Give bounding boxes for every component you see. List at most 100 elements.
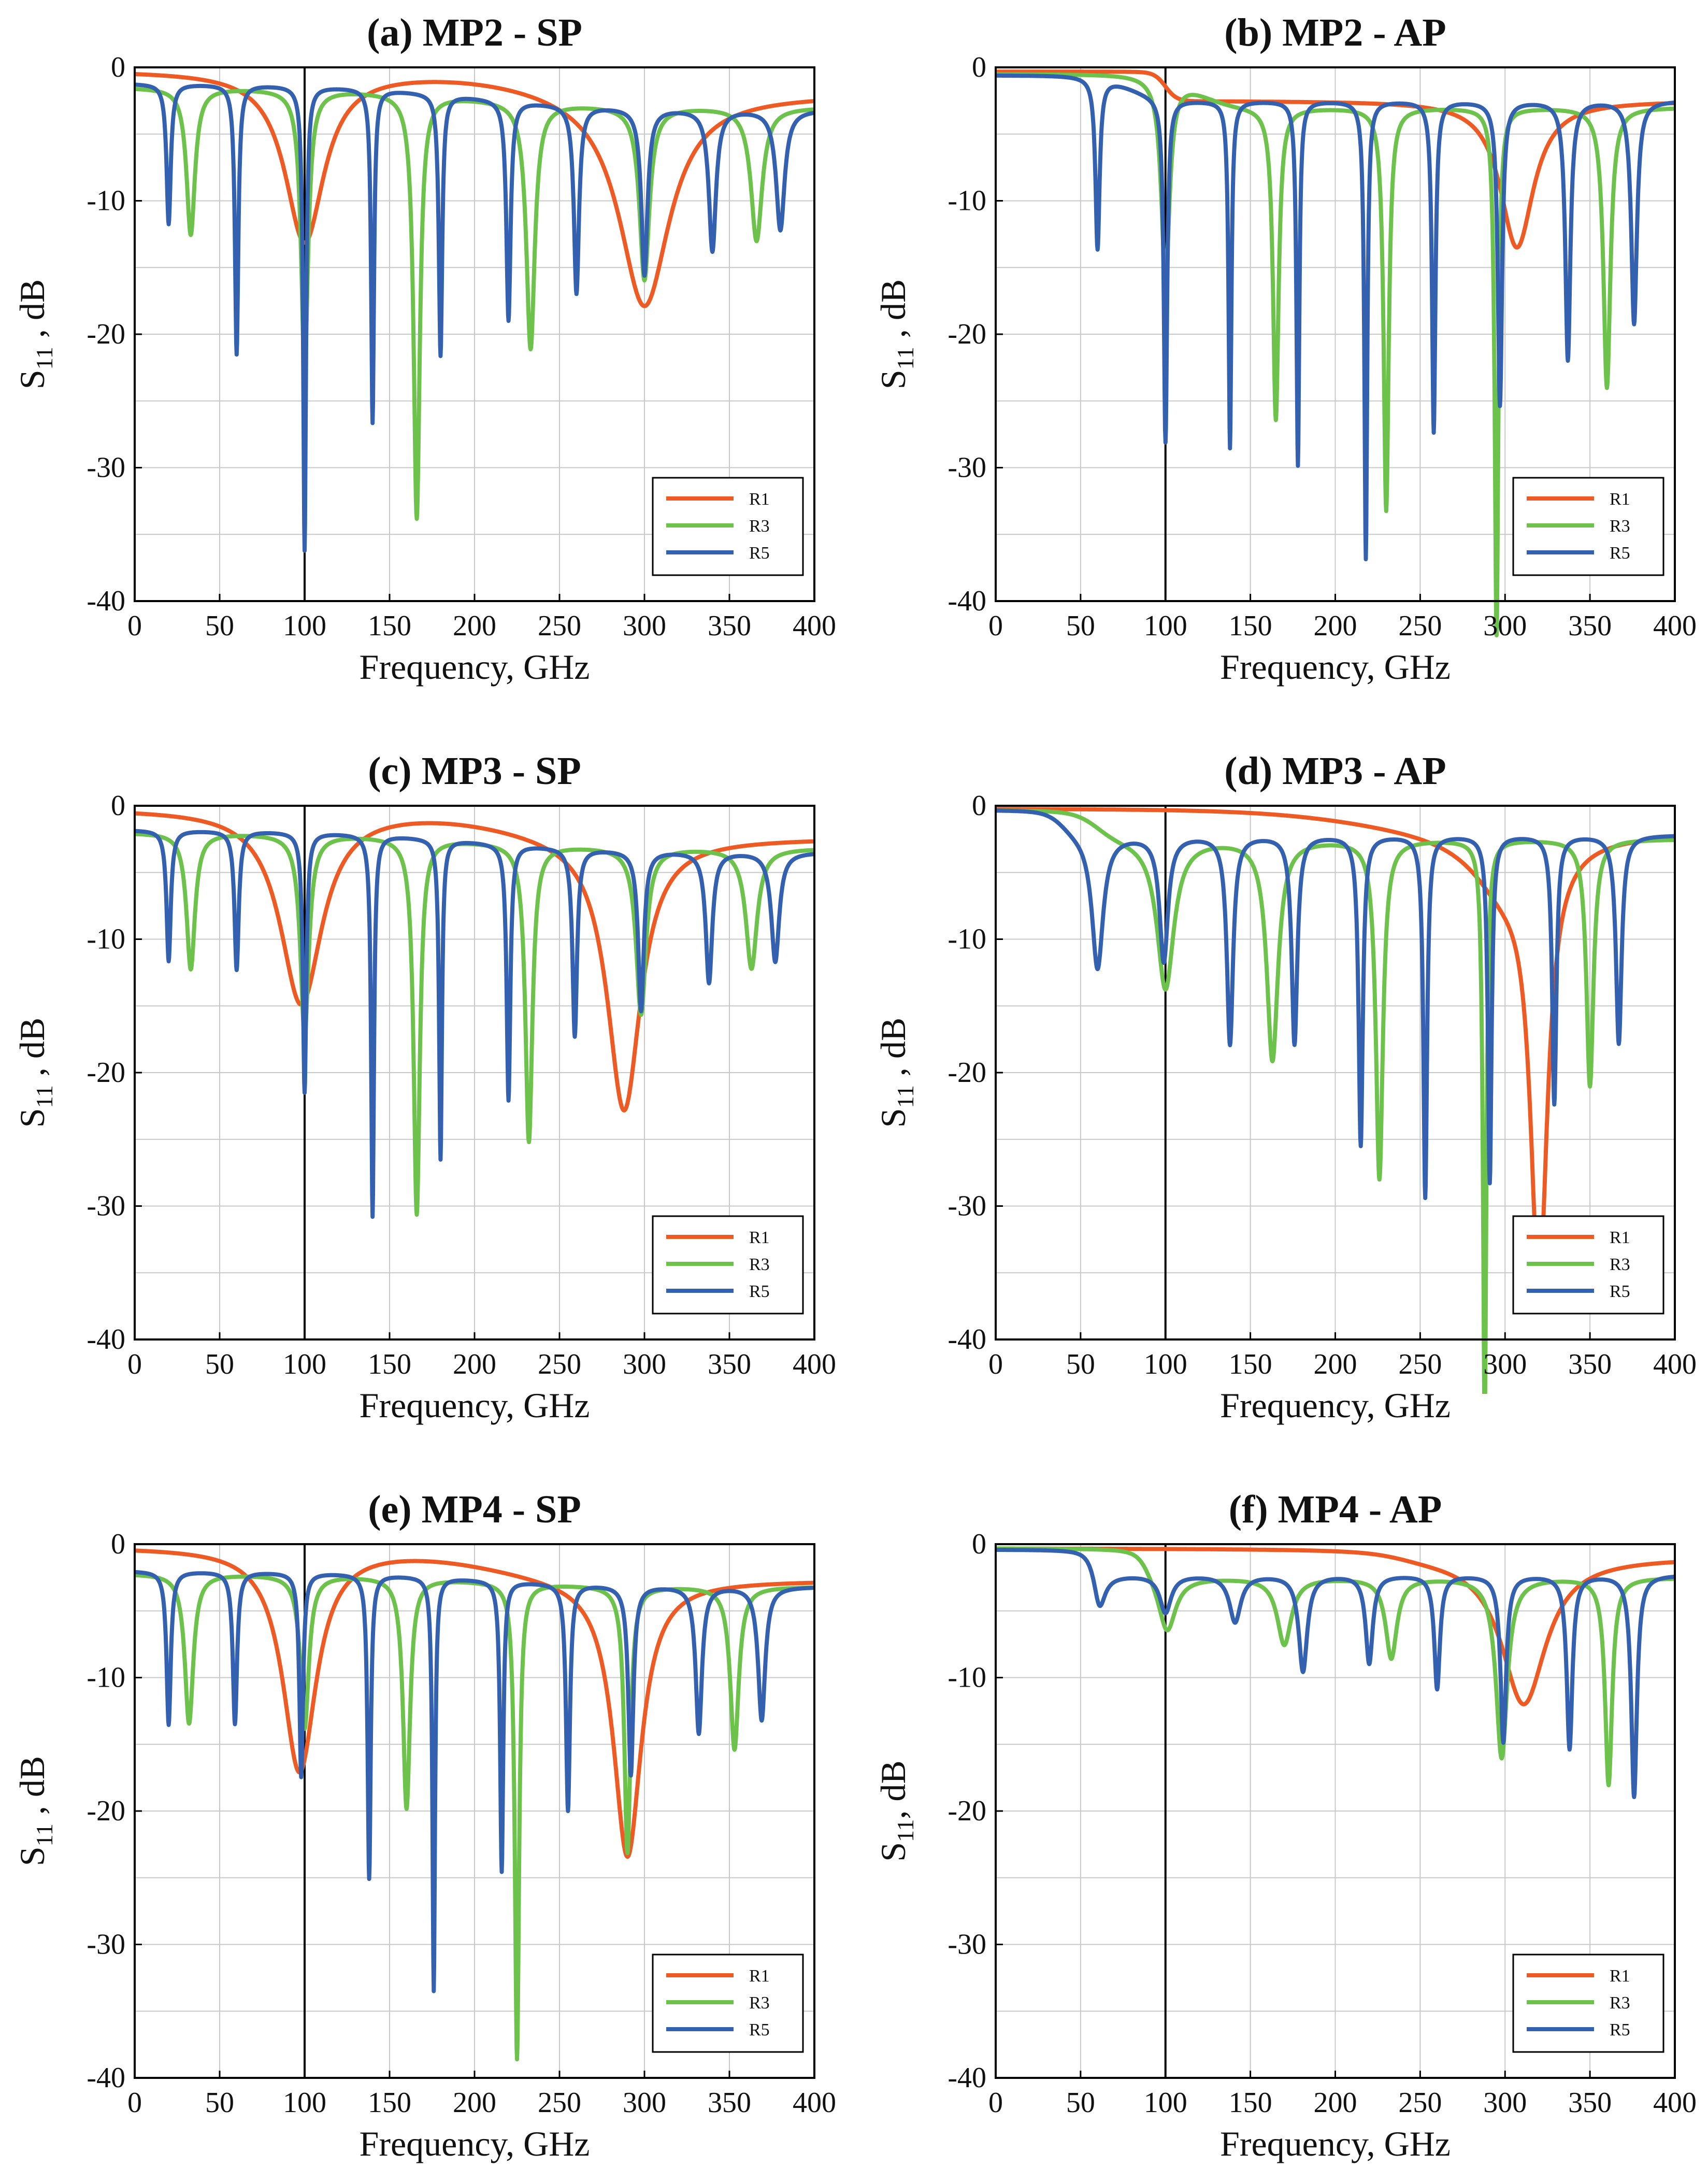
x-tick-label: 100	[1144, 610, 1187, 642]
legend-label-r1: R1	[749, 490, 770, 509]
x-tick-label: 50	[205, 1348, 234, 1380]
y-tick-label: -20	[948, 318, 986, 350]
legend-label-r5: R5	[749, 544, 770, 563]
x-tick-label: 150	[368, 1348, 411, 1380]
x-tick-label: 350	[1568, 2087, 1612, 2119]
x-tick-label: 250	[538, 610, 581, 642]
x-tick-label: 250	[1398, 2087, 1442, 2119]
y-tick-label: -10	[948, 1662, 986, 1694]
x-tick-label: 250	[1398, 1348, 1442, 1380]
legend-label-r1: R1	[1610, 1966, 1630, 1986]
series-line-r1	[135, 811, 814, 1113]
x-tick-label: 350	[708, 2087, 751, 2119]
y-tick-label: -30	[87, 1929, 125, 1961]
y-axis-label: S11 , dB	[12, 1756, 58, 1866]
chart-panel-2: 0 50 100 150 200 250 300 350 400 0 -10 -20 -30 -40 (c)…	[12, 749, 836, 1425]
legend-label-r1: R1	[749, 1966, 770, 1986]
x-tick-label: 400	[1653, 1348, 1697, 1380]
x-tick-label: 100	[283, 2087, 326, 2119]
y-tick-label: -20	[87, 318, 125, 350]
chart-title: (c) MP3 - SP	[368, 749, 581, 793]
x-axis-label: Frequency, GHz	[360, 647, 590, 687]
y-tick-label: -20	[948, 1057, 986, 1089]
y-tick-label: -10	[87, 1662, 125, 1694]
x-axis-label: Frequency, GHz	[1220, 647, 1451, 687]
x-tick-label: 200	[453, 610, 496, 642]
y-axis-label: S11 , dB	[873, 279, 918, 389]
x-tick-label: 300	[623, 610, 666, 642]
y-tick-label: 0	[111, 1528, 125, 1560]
x-axis-label: Frequency, GHz	[360, 2124, 590, 2163]
y-axis-label: S11 , dB	[12, 279, 58, 389]
y-tick-label: -30	[948, 1190, 986, 1222]
y-tick-label: -30	[87, 452, 125, 484]
x-tick-label: 0	[127, 610, 142, 642]
chart-panel-0: 0 50 100 150 200 250 300 350 400 0 -10 -20 -30 -40 (a)…	[12, 11, 836, 687]
y-tick-label: 0	[111, 51, 125, 83]
y-tick-label: -10	[87, 923, 125, 956]
x-tick-label: 400	[1653, 2087, 1697, 2119]
x-tick-label: 350	[1568, 1348, 1612, 1380]
y-tick-label: -40	[87, 585, 125, 617]
x-tick-label: 100	[283, 610, 326, 642]
x-tick-label: 300	[623, 2087, 666, 2119]
x-tick-label: 0	[127, 2087, 142, 2119]
chart-title: (f) MP4 - AP	[1229, 1488, 1442, 1531]
chart-panel-1: 0 50 100 150 200 250 300 350 400 0 -10 -20 -30 -40 (b)…	[873, 11, 1697, 687]
series-line-r5	[135, 829, 814, 1219]
x-tick-label: 350	[1568, 610, 1612, 642]
chart-title: (d) MP3 - AP	[1224, 749, 1446, 793]
series-line-r5	[135, 82, 814, 553]
x-tick-label: 400	[793, 1348, 836, 1380]
legend-label-r3: R3	[749, 517, 770, 536]
y-tick-label: -30	[87, 1190, 125, 1222]
x-tick-label: 50	[1066, 2087, 1095, 2119]
legend: R1 R3 R5	[652, 1954, 804, 2053]
x-tick-label: 300	[1483, 2087, 1527, 2119]
x-tick-label: 250	[538, 1348, 581, 1380]
x-axis-label: Frequency, GHz	[1220, 2124, 1451, 2163]
series-line-r5	[996, 808, 1675, 1201]
x-tick-label: 0	[988, 2087, 1003, 2119]
y-tick-label: -10	[87, 185, 125, 217]
x-tick-label: 150	[1229, 1348, 1272, 1380]
x-tick-label: 400	[1653, 610, 1697, 642]
series-line-r5	[135, 1570, 814, 1993]
x-tick-label: 200	[1314, 610, 1357, 642]
x-tick-label: 0	[127, 1348, 142, 1380]
legend-label-r3: R3	[749, 1255, 770, 1274]
legend-label-r1: R1	[749, 1228, 770, 1247]
chart-title: (e) MP4 - SP	[368, 1488, 581, 1531]
y-tick-label: -40	[87, 2062, 125, 2094]
legend: R1 R3 R5	[652, 477, 804, 576]
y-tick-label: -40	[87, 1323, 125, 1356]
y-tick-label: -20	[87, 1057, 125, 1089]
x-tick-label: 250	[538, 2087, 581, 2119]
y-tick-label: -20	[948, 1795, 986, 1827]
legend: R1 R3 R5	[1512, 1954, 1664, 2053]
legend-label-r1: R1	[1610, 490, 1630, 509]
y-axis-label: S11 , dB	[873, 1018, 918, 1128]
series-line-r3	[996, 808, 1675, 1394]
y-tick-label: -30	[948, 1929, 986, 1961]
y-tick-label: -40	[948, 2062, 986, 2094]
x-tick-label: 50	[205, 2087, 234, 2119]
x-tick-label: 350	[708, 1348, 751, 1380]
x-tick-label: 300	[623, 1348, 666, 1380]
x-tick-label: 150	[368, 610, 411, 642]
x-tick-label: 50	[1066, 610, 1095, 642]
chart-title: (b) MP2 - AP	[1224, 11, 1446, 54]
legend-label-r3: R3	[1610, 1993, 1630, 2013]
y-axis-label: S11 , dB	[12, 1018, 58, 1128]
y-tick-label: -20	[87, 1795, 125, 1827]
series-line-r1	[996, 807, 1675, 1290]
chart-title: (a) MP2 - SP	[367, 11, 582, 54]
legend-label-r1: R1	[1610, 1228, 1630, 1247]
series-line-r3	[996, 72, 1675, 637]
y-tick-label: 0	[972, 1528, 986, 1560]
chart-panel-3: 0 50 100 150 200 250 300 350 400 0 -10 -20 -30 -40 (d)…	[873, 749, 1697, 1425]
y-tick-label: -40	[948, 585, 986, 617]
legend: R1 R3 R5	[1512, 477, 1664, 576]
legend: R1 R3 R5	[1512, 1215, 1664, 1315]
x-tick-label: 0	[988, 1348, 1003, 1380]
